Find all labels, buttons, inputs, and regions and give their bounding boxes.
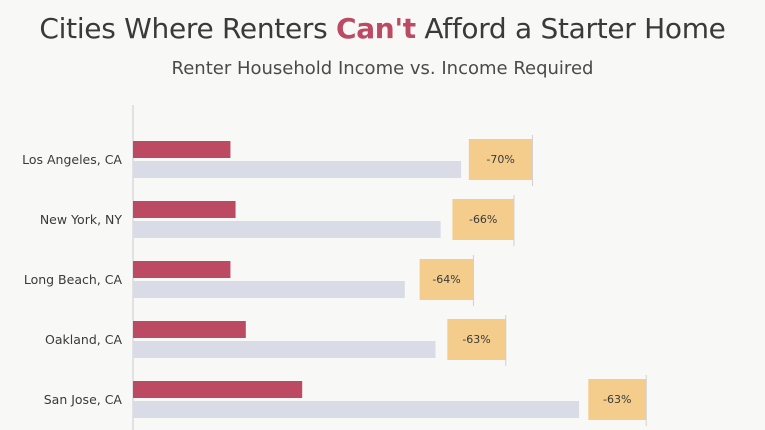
gap-box [452,199,514,240]
title-part-1: Cities Where Renters [39,12,336,45]
renter-income-bar [133,201,236,218]
income-required-bar [133,221,441,238]
renter-income-bar [133,141,231,158]
gap-label: -66% [469,213,497,226]
gap-label: -64% [432,273,460,286]
gap-box [419,259,474,300]
category-label: New York, NY [40,212,123,227]
chart-title: Cities Where Renters Can't Afford a Star… [0,12,765,45]
income-required-bar [133,161,462,178]
income-required-bar [133,281,405,298]
chart-marks: -70% Los Angeles, CA -66% New York, NY -64% L… [22,135,647,426]
renter-income-bar [133,381,303,398]
category-label: San Jose, CA [44,392,123,407]
renter-income-bar [133,321,246,338]
renter-income-bar [133,261,231,278]
gap-box [468,139,533,180]
title-part-2: Afford a Starter Home [415,12,726,45]
category-label: Los Angeles, CA [22,152,122,167]
gap-box [447,319,506,360]
gap-label: -63% [603,393,631,406]
category-label: Oakland, CA [45,332,122,347]
title-highlight: Can't [335,12,416,45]
income-required-bar [133,341,436,358]
gap-box [588,379,647,420]
gap-label: -63% [462,333,490,346]
income-required-bar [133,401,580,418]
category-label: Long Beach, CA [24,272,123,287]
gap-label: -70% [486,153,514,166]
chart-subtitle: Renter Household Income vs. Income Requi… [171,58,594,79]
